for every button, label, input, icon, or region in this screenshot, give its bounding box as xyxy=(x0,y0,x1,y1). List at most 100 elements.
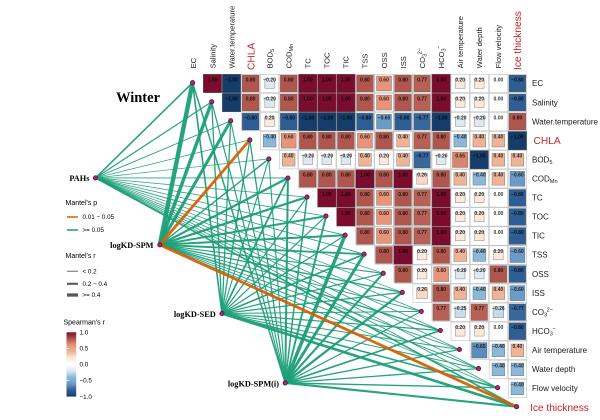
svg-text:0.20: 0.20 xyxy=(455,230,465,236)
svg-text:ISS: ISS xyxy=(532,289,545,298)
svg-text:0.20: 0.20 xyxy=(455,192,465,198)
svg-text:−0.20: −0.20 xyxy=(454,116,467,122)
svg-text:Air temperature: Air temperature xyxy=(532,346,588,355)
svg-text:>= 0.4: >= 0.4 xyxy=(83,292,101,299)
svg-text:0.80: 0.80 xyxy=(398,77,408,83)
svg-text:−0.40: −0.40 xyxy=(454,135,467,141)
svg-text:logKD-SED: logKD-SED xyxy=(174,310,216,319)
svg-text:0.20: 0.20 xyxy=(265,116,275,122)
svg-text:0.60: 0.60 xyxy=(436,268,446,274)
svg-text:−1.00: −1.00 xyxy=(340,116,353,122)
svg-text:0.20: 0.20 xyxy=(474,325,484,331)
svg-text:0.20: 0.20 xyxy=(417,268,427,274)
svg-text:1.00: 1.00 xyxy=(436,230,446,236)
svg-text:−0.60: −0.60 xyxy=(378,116,391,122)
svg-text:−0.77: −0.77 xyxy=(416,116,429,122)
svg-text:Water.temperature: Water.temperature xyxy=(532,117,599,126)
svg-text:0.80: 0.80 xyxy=(246,97,256,103)
svg-text:BOD5: BOD5 xyxy=(532,155,552,165)
svg-text:CODMn: CODMn xyxy=(285,44,295,69)
svg-text:0.80: 0.80 xyxy=(513,116,523,122)
svg-text:0.20: 0.20 xyxy=(474,97,484,103)
svg-text:0.40: 0.40 xyxy=(494,287,504,293)
svg-text:ISS: ISS xyxy=(399,56,408,68)
svg-text:CODMn: CODMn xyxy=(532,175,558,185)
svg-text:0.20: 0.20 xyxy=(494,249,504,255)
svg-text:0.80: 0.80 xyxy=(398,268,408,274)
svg-text:1.00: 1.00 xyxy=(436,97,446,103)
svg-text:0.60: 0.60 xyxy=(379,192,389,198)
svg-text:HCO3−: HCO3− xyxy=(532,326,556,337)
svg-text:0.77: 0.77 xyxy=(417,192,427,198)
svg-text:0.01 − 0.05: 0.01 − 0.05 xyxy=(83,214,115,221)
svg-text:1.00: 1.00 xyxy=(341,97,351,103)
svg-text:0.80: 0.80 xyxy=(436,249,446,255)
svg-text:−0.40: −0.40 xyxy=(511,363,524,369)
svg-text:0.80: 0.80 xyxy=(398,230,408,236)
svg-text:−1.00: −1.00 xyxy=(511,135,524,141)
svg-text:0.80: 0.80 xyxy=(436,173,446,179)
svg-text:−0.20: −0.20 xyxy=(473,268,486,274)
svg-text:0.40: 0.40 xyxy=(513,154,523,160)
svg-text:0.80: 0.80 xyxy=(341,135,351,141)
svg-text:−0.40: −0.40 xyxy=(473,287,486,293)
svg-text:0.77: 0.77 xyxy=(436,306,446,312)
svg-text:0.80: 0.80 xyxy=(303,135,313,141)
svg-text:Salinity: Salinity xyxy=(532,98,558,107)
svg-text:0.60: 0.60 xyxy=(284,135,294,141)
svg-text:0.80: 0.80 xyxy=(322,173,332,179)
svg-text:−0.40: −0.40 xyxy=(473,249,486,255)
svg-text:1.00: 1.00 xyxy=(436,211,446,217)
svg-text:0.40: 0.40 xyxy=(360,154,370,160)
svg-text:TC: TC xyxy=(532,194,543,203)
svg-text:−1.00: −1.00 xyxy=(435,116,448,122)
svg-text:Ice thickness: Ice thickness xyxy=(530,403,589,414)
svg-text:0.00: 0.00 xyxy=(494,116,504,122)
svg-text:0.2 − 0.4: 0.2 − 0.4 xyxy=(83,281,108,288)
svg-text:1.00: 1.00 xyxy=(360,173,370,179)
svg-text:−0.60: −0.60 xyxy=(511,249,524,255)
svg-text:0.60: 0.60 xyxy=(379,230,389,236)
svg-text:0.80: 0.80 xyxy=(379,249,389,255)
svg-text:0.80: 0.80 xyxy=(494,268,504,274)
svg-text:1.00: 1.00 xyxy=(341,192,351,198)
svg-text:−0.40: −0.40 xyxy=(511,382,524,388)
svg-text:−1.00: −1.00 xyxy=(473,154,486,160)
svg-text:1.00: 1.00 xyxy=(322,77,332,83)
svg-text:−0.80: −0.80 xyxy=(511,230,524,236)
svg-text:0.80: 0.80 xyxy=(341,173,351,179)
svg-text:< 0.2: < 0.2 xyxy=(83,268,98,275)
svg-text:Salinity: Salinity xyxy=(208,44,217,69)
svg-text:Spearman's r: Spearman's r xyxy=(64,320,106,327)
svg-text:0.80: 0.80 xyxy=(436,135,446,141)
svg-text:0.80: 0.80 xyxy=(360,77,370,83)
svg-text:−1.00: −1.00 xyxy=(225,77,238,83)
svg-text:−0.20: −0.20 xyxy=(435,154,448,160)
svg-text:0.20: 0.20 xyxy=(474,77,484,83)
svg-text:−0.65: −0.65 xyxy=(473,344,486,350)
svg-text:0.77: 0.77 xyxy=(417,97,427,103)
svg-text:0.80: 0.80 xyxy=(303,173,313,179)
svg-text:0.20: 0.20 xyxy=(379,154,389,160)
svg-text:CHLA: CHLA xyxy=(246,43,257,70)
svg-text:0.20: 0.20 xyxy=(474,211,484,217)
svg-text:0.20: 0.20 xyxy=(455,77,465,83)
svg-text:0.00: 0.00 xyxy=(494,97,504,103)
svg-text:0.5: 0.5 xyxy=(80,346,89,353)
svg-text:0.80: 0.80 xyxy=(322,135,332,141)
svg-text:−0.26: −0.26 xyxy=(492,306,505,312)
svg-text:−0.40: −0.40 xyxy=(263,135,276,141)
svg-text:OSS: OSS xyxy=(380,52,389,68)
svg-text:−0.5: −0.5 xyxy=(80,378,93,385)
svg-text:0.00: 0.00 xyxy=(494,77,504,83)
svg-text:0.77: 0.77 xyxy=(417,135,427,141)
svg-text:−0.20: −0.20 xyxy=(263,97,276,103)
svg-text:0.80: 0.80 xyxy=(398,211,408,217)
svg-text:CHLA: CHLA xyxy=(534,136,561,147)
svg-text:0.60: 0.60 xyxy=(360,135,370,141)
svg-text:Mantel's p: Mantel's p xyxy=(66,200,98,207)
svg-text:0.40: 0.40 xyxy=(494,135,504,141)
svg-text:−0.40: −0.40 xyxy=(473,173,486,179)
svg-text:−0.60: −0.60 xyxy=(511,287,524,293)
svg-text:−0.80: −0.80 xyxy=(511,211,524,217)
